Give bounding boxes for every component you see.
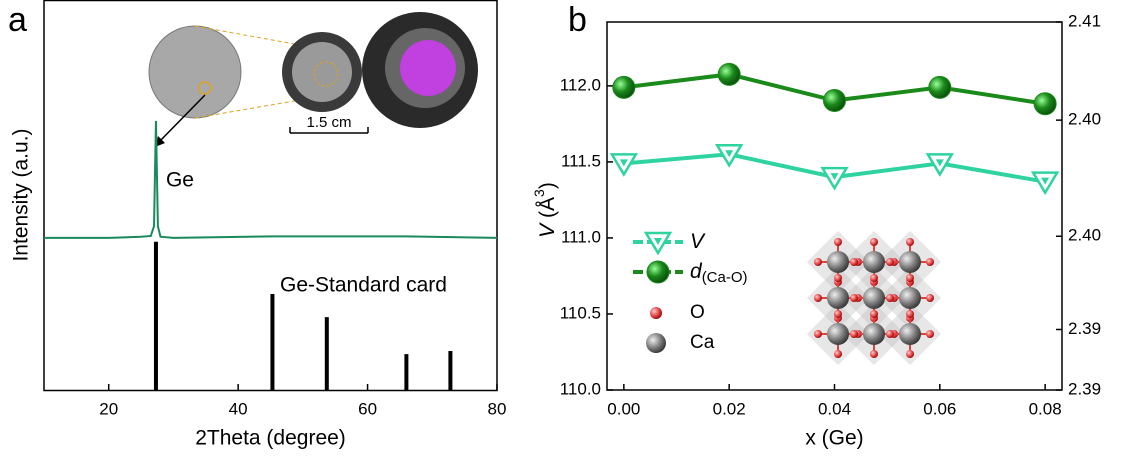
oxygen-atom (814, 258, 822, 266)
oxygen-atom (850, 294, 858, 302)
calcium-atom (827, 323, 849, 345)
x-axis-label: 2Theta (degree) (195, 427, 346, 450)
oxygen-atom (814, 330, 822, 338)
oxygen-atom (834, 310, 842, 318)
y-axis-label: V (Å3) (531, 182, 559, 238)
photo-inset (148, 12, 478, 147)
oxygen-atom (834, 350, 842, 358)
oxygen-atom (906, 274, 914, 282)
x-tick-label: 20 (99, 399, 118, 418)
x-axis-label: x (Ge) (805, 427, 863, 450)
circle-marker (717, 62, 741, 86)
y2-tick-label: 2.40 (1068, 226, 1101, 245)
x-tick-label: 0.08 (1029, 399, 1062, 418)
oxygen-atom (870, 350, 878, 358)
calcium-atom (899, 287, 921, 309)
circle-marker (928, 75, 952, 99)
panel-label: b (568, 1, 587, 39)
triangle-marker-inner (830, 173, 839, 181)
y-axis-label-part: V (536, 222, 559, 238)
calcium-atom (899, 323, 921, 345)
oxygen-atom (906, 238, 914, 246)
triangle-marker-inner (1041, 177, 1050, 185)
scale-bar-label: 1.5 cm (306, 114, 351, 131)
x-tick-label: 0.02 (713, 399, 746, 418)
oxygen-atom (906, 350, 914, 358)
oxygen-atom (870, 274, 878, 282)
calcium-atom (827, 251, 849, 273)
triangle-marker-inner (654, 238, 662, 245)
circle-marker (1033, 92, 1057, 116)
triangle-marker-inner (935, 159, 944, 167)
y-tick-label: 110.0 (560, 379, 601, 398)
y-tick-label: 110.5 (560, 303, 601, 322)
y-axis-label-part: ) (536, 182, 559, 189)
y-axis-label: Intensity (a.u.) (10, 128, 33, 261)
oxygen-atom (926, 294, 934, 302)
y2-tick-label: 2.41 (1068, 11, 1101, 30)
oxygen-atom (926, 330, 934, 338)
y-axis-label-part: 3 (531, 189, 547, 197)
x-tick-label: 0.00 (607, 399, 640, 418)
y-tick-label: 111.0 (561, 227, 601, 246)
y-tick-label: 112.0 (560, 75, 601, 94)
oxygen-atom (870, 238, 878, 246)
y2-tick-label: 2.40 (1068, 110, 1101, 129)
oxygen-atom (850, 330, 858, 338)
series-label: Ge-Standard card (280, 274, 447, 297)
oxygen-atom (886, 330, 894, 338)
circle-marker (823, 89, 846, 113)
oxygen-atom (906, 310, 914, 318)
oxygen-atom (850, 258, 858, 266)
calcium-atom (863, 251, 885, 273)
y2-tick-label: 2.39 (1068, 319, 1101, 338)
series-label: Ge (166, 168, 194, 191)
oxygen-atom (870, 310, 878, 318)
crystal-legend-label: Ca (690, 332, 715, 353)
calcium-atom (863, 287, 885, 309)
y-axis-label-part: (Å (536, 197, 559, 224)
x-tick-label: 80 (488, 399, 507, 418)
x-tick-label: 0.06 (923, 399, 956, 418)
calcium-legend-marker (646, 333, 666, 353)
oxygen-legend-marker (650, 307, 662, 319)
calcium-atom (827, 287, 849, 309)
oxygen-atom (886, 258, 894, 266)
xrd-trace (44, 120, 498, 239)
legend-name: V (690, 230, 706, 253)
oxygen-atom (814, 294, 822, 302)
x-tick-label: 40 (229, 399, 248, 418)
oxygen-atom (834, 274, 842, 282)
circle-marker (612, 75, 636, 99)
crystal-structure (806, 230, 942, 366)
crystal-legend-label: O (690, 302, 705, 323)
legend-label: d(Ca-O) (690, 260, 748, 286)
y-tick-label: 111.5 (561, 151, 601, 170)
calcium-atom (863, 323, 885, 345)
oxygen-atom (926, 258, 934, 266)
legend-name: d (690, 260, 703, 283)
circle-marker (646, 260, 670, 284)
legend-label: V (690, 230, 706, 253)
legend-subscript: (Ca-O) (702, 269, 748, 286)
x-tick-label: 60 (358, 399, 377, 418)
triangle-marker-inner (725, 150, 734, 158)
oxygen-atom (886, 294, 894, 302)
x-tick-label: 0.04 (818, 399, 851, 418)
y2-tick-label: 2.39 (1068, 379, 1101, 398)
calcium-atom (899, 251, 921, 273)
triangle-marker-inner (619, 159, 628, 167)
oxygen-atom (834, 238, 842, 246)
panel-label: a (8, 1, 27, 39)
plot-frame (43, 0, 498, 392)
